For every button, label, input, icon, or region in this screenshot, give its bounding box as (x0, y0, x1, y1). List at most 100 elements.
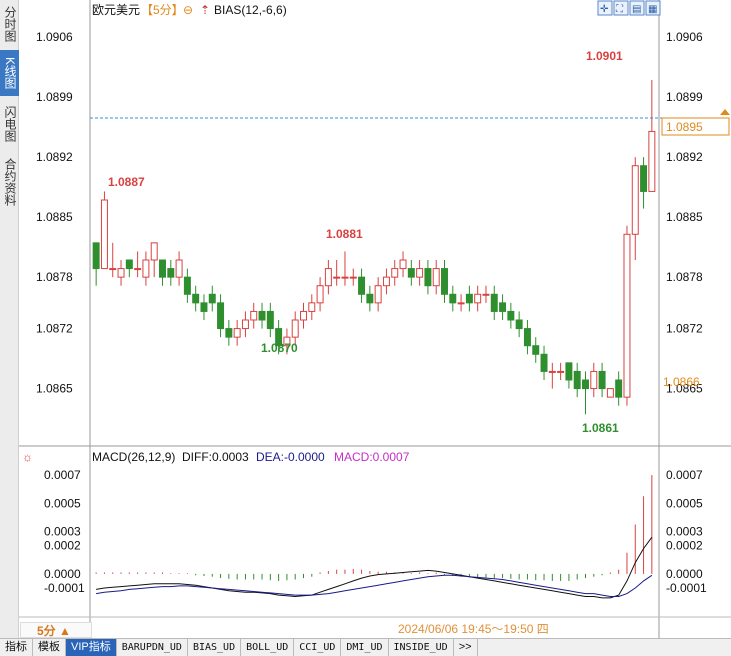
price-tick-right: 1.0878 (666, 270, 703, 284)
sun-icon[interactable]: ☼ (22, 450, 33, 464)
zoom-button[interactable] (613, 0, 629, 16)
candle (175, 251, 183, 286)
candle (341, 251, 349, 286)
grid-icon: ▦ (648, 4, 657, 15)
candle (623, 225, 631, 406)
candle (490, 285, 498, 320)
candle (391, 260, 399, 286)
candle (631, 157, 639, 260)
candle-body (482, 293, 490, 296)
left-tab-bar: 分时图 K线图 闪电图 合约资料 (0, 0, 19, 638)
candle-body (606, 388, 614, 398)
candle (548, 362, 556, 389)
tab-indicator[interactable]: 指标 (0, 639, 33, 656)
candle (640, 157, 648, 209)
candle (465, 285, 473, 312)
candle-body (441, 268, 448, 295)
price-tick-left: 1.0899 (36, 90, 73, 104)
candle-body (200, 302, 208, 312)
candle (250, 302, 258, 329)
candle (308, 294, 316, 320)
tab-timeshare[interactable]: 分时图 (3, 6, 17, 42)
candle-body (117, 268, 125, 278)
candle (291, 311, 299, 346)
candle (300, 302, 307, 329)
tab-barupdn[interactable]: BARUPDN_UD (117, 639, 188, 656)
tab-cci[interactable]: CCI_UD (294, 639, 342, 656)
layout-icon: ▤ (632, 4, 641, 15)
price-tick-right: 1.0885 (666, 210, 703, 224)
price-tick-labels: 1.0906 1.0906 1.0899 1.0899 1.0892 1.0892 1.08… (36, 30, 703, 395)
candle (540, 345, 548, 380)
tab-dmi[interactable]: DMI_UD (341, 639, 389, 656)
price-tick-left: 1.0878 (36, 270, 73, 284)
candle-body (142, 259, 150, 278)
tab-bias[interactable]: BIAS_UD (188, 639, 242, 656)
tab-more[interactable]: >> (454, 639, 478, 656)
tab-vip-indicator[interactable]: VIP指标 (66, 639, 117, 656)
macd-tick-right: 0.0007 (666, 468, 703, 482)
period-toggle-icon[interactable]: ⊖ (183, 3, 193, 17)
candle-body (532, 345, 540, 355)
candle (515, 311, 523, 338)
current-price-box (661, 117, 730, 136)
candle (333, 260, 341, 286)
candle (523, 320, 531, 355)
tab-boll[interactable]: BOLL_UD (241, 639, 295, 656)
candle-body (366, 293, 374, 304)
candle-body (233, 328, 241, 338)
candle-body (432, 268, 440, 287)
candle-body (266, 310, 274, 330)
candle-body (217, 302, 225, 330)
candle (100, 191, 108, 270)
annotation-mid-high: 1.0881 (326, 227, 363, 241)
candle (258, 302, 266, 329)
price-tick-right: 1.0865 (666, 382, 703, 396)
candle (582, 371, 589, 415)
candle-body (590, 370, 598, 390)
candle-body (167, 268, 175, 278)
candle-body (399, 259, 407, 270)
candle-body (615, 379, 623, 398)
grid-button[interactable] (645, 0, 661, 16)
candle (150, 242, 158, 278)
crosshair-button[interactable] (597, 0, 613, 16)
candle-body (225, 328, 233, 338)
tab-inside[interactable]: INSIDE_UD (389, 639, 454, 656)
macd-tick-left: 0.0000 (44, 567, 81, 581)
candle-body (557, 370, 565, 373)
candle (167, 260, 175, 286)
tab-kline[interactable]: K线图 (0, 50, 19, 96)
candle (606, 388, 614, 398)
bottom-tab-bar: 指标 模板 VIP指标 BARUPDN_UD BIAS_UD BOLL_UD C… (0, 638, 731, 656)
price-tick-left: 1.0885 (36, 210, 73, 224)
candle-body (241, 319, 249, 330)
candle (349, 268, 357, 286)
current-price-label: 1.0895 (666, 120, 703, 134)
low-marker-label: 1.0866 (663, 375, 700, 389)
candle-body (449, 293, 457, 304)
macd-tick-left: 0.0005 (44, 496, 81, 510)
candle (432, 260, 440, 295)
candle (125, 259, 133, 278)
candle-body (465, 293, 473, 304)
layout-button[interactable] (629, 0, 645, 16)
toolbar: ✛ ⛶ ▤ ▦ (597, 0, 661, 16)
period-button[interactable]: 5分 ▲ (20, 622, 92, 638)
candle (499, 294, 507, 320)
tab-contract-info[interactable]: 合约资料 (3, 158, 17, 206)
tab-template[interactable]: 模板 (33, 639, 66, 656)
candle (598, 362, 606, 398)
time-range: 2024/06/06 19:45～19:50 四 (398, 622, 549, 636)
macd-title: MACD(26,12,9) (92, 450, 175, 464)
chart-canvas[interactable]: 欧元美元 【5分】 ⊖ ⇡ BIAS(12,-6,6) ✛ ⛶ ▤ ▦ 1.09… (0, 0, 731, 638)
price-tick-right: 1.0899 (666, 90, 703, 104)
tab-lightning[interactable]: 闪电图 (3, 106, 17, 142)
candle-body (548, 370, 556, 373)
macd-tick-left: 0.0003 (44, 525, 81, 539)
candle (382, 268, 390, 295)
candle (358, 268, 366, 303)
candle (507, 302, 515, 329)
